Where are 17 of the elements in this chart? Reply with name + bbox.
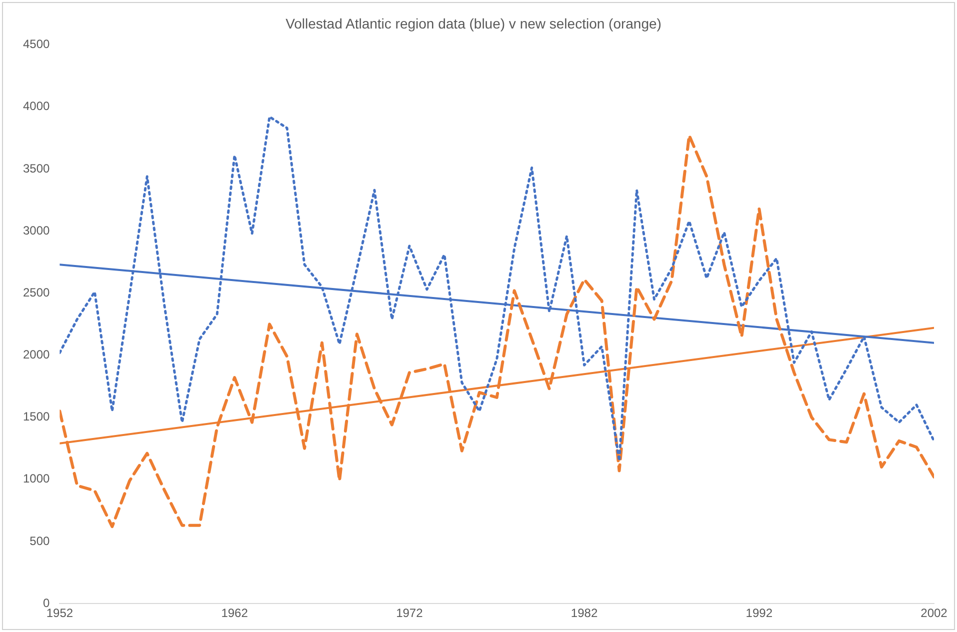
- y-tick-label: 2000: [22, 348, 50, 362]
- x-tick-label: 1962: [221, 606, 248, 620]
- y-tick-label: 3500: [22, 161, 50, 176]
- y-tick-label: 1500: [22, 410, 50, 424]
- y-tick-label: 3000: [22, 223, 50, 238]
- x-tick-label: 2002: [920, 606, 948, 620]
- y-tick-label: 4500: [22, 37, 50, 52]
- line-series: [60, 134, 934, 528]
- y-tick-label: 1000: [22, 472, 50, 486]
- y-tick-label: 4000: [22, 99, 50, 114]
- y-tick-label: 500: [30, 534, 50, 548]
- x-tick-label: 1972: [396, 606, 424, 620]
- chart-title: Vollestad Atlantic region data (blue) v new selection (orange): [286, 15, 662, 32]
- line-series: [60, 116, 934, 462]
- x-tick-label: 1982: [570, 606, 598, 620]
- x-tick-label: 1992: [746, 606, 773, 620]
- y-tick-label: 2500: [22, 285, 50, 300]
